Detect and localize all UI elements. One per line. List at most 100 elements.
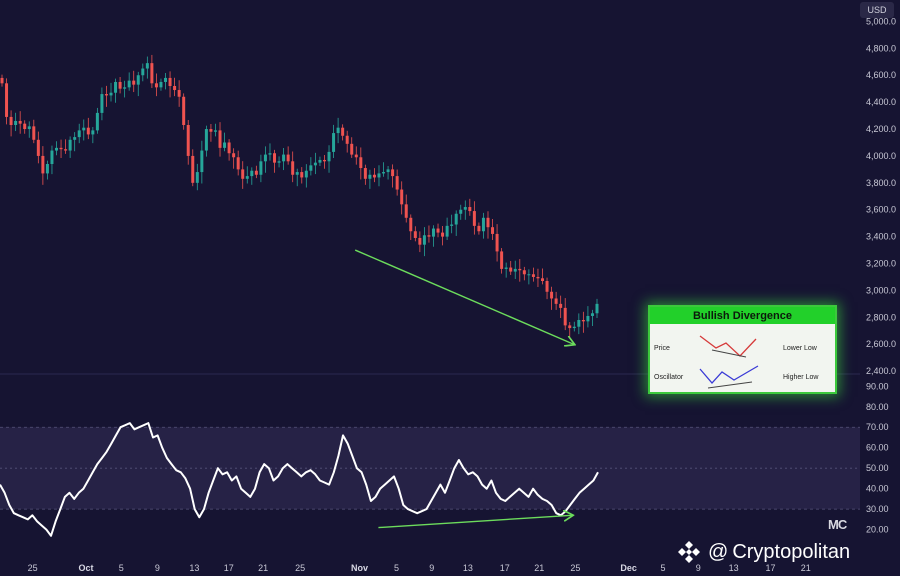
oscillator-divergence-trendline: [378, 515, 572, 529]
watermark-text: Cryptopolitan: [732, 540, 851, 563]
candle-body: [377, 173, 381, 178]
candle-body: [477, 225, 481, 232]
oscillator-band: [0, 426, 860, 510]
candle: [173, 77, 177, 97]
candle: [150, 54, 154, 89]
candle: [241, 161, 245, 189]
x-tick-label: 9: [155, 563, 160, 573]
x-tick-label: 13: [463, 563, 473, 573]
candle-body: [481, 217, 485, 232]
price-divergence-trendline: [354, 249, 573, 344]
candle-body: [104, 94, 108, 96]
candle: [141, 63, 145, 82]
candle: [518, 259, 522, 282]
x-tick-label: 17: [500, 563, 510, 573]
candle-body: [527, 274, 531, 276]
candle-body: [550, 291, 554, 299]
candle-body: [295, 172, 299, 175]
candle: [404, 194, 408, 223]
candle: [0, 74, 4, 87]
candle-body: [313, 162, 317, 166]
candle-body: [309, 165, 313, 171]
candle-body: [491, 227, 495, 234]
candle-body: [232, 153, 236, 158]
candle-body: [454, 213, 458, 225]
candle-body: [513, 268, 517, 272]
candle-body: [186, 125, 190, 156]
candle-body: [145, 63, 149, 69]
candle-body: [236, 157, 240, 170]
candle-body: [23, 123, 27, 130]
candle-body: [395, 176, 399, 190]
candle-body: [463, 207, 467, 210]
price-tick-label: 3,800.0: [866, 178, 896, 188]
candle: [82, 119, 86, 141]
candle: [554, 291, 558, 310]
x-tick-label: 17: [766, 563, 776, 573]
candle-body: [14, 120, 18, 125]
legend-oscillator-label: Oscillator: [654, 374, 684, 381]
candle: [50, 145, 54, 175]
candle: [127, 72, 131, 91]
candle-body: [382, 172, 386, 174]
candle-body: [50, 150, 54, 164]
candle: [154, 73, 158, 97]
x-tick-label: Dec: [620, 563, 637, 573]
x-tick-label: 21: [534, 563, 544, 573]
candle-body: [41, 155, 45, 174]
candle: [595, 298, 599, 318]
candle-body: [427, 235, 431, 237]
candle: [9, 110, 13, 137]
candle: [223, 132, 227, 152]
candle: [73, 132, 77, 152]
candle-body: [195, 172, 199, 183]
candle-body: [568, 325, 572, 329]
candle-body: [127, 80, 131, 88]
candle-body: [91, 130, 95, 135]
candle: [327, 145, 331, 173]
candle: [277, 156, 281, 168]
candle-body: [590, 313, 594, 316]
candle: [513, 260, 517, 279]
candle: [586, 306, 590, 328]
price-lower-low-icon: [699, 335, 757, 358]
candle-body: [18, 120, 22, 124]
candle-body: [213, 130, 217, 132]
candle-body: [322, 159, 326, 162]
candle: [522, 266, 526, 281]
candle-body: [431, 228, 435, 237]
candle-body: [291, 161, 295, 175]
candle-body: [200, 150, 204, 173]
candle-body: [336, 127, 340, 134]
candle-body: [540, 278, 544, 281]
candle: [568, 322, 572, 337]
candle: [68, 136, 72, 158]
legend-price-label: Price: [654, 345, 670, 352]
candle-body: [354, 154, 358, 158]
candle: [363, 164, 367, 185]
candle: [413, 226, 417, 242]
candle: [109, 82, 113, 102]
candle-body: [123, 87, 127, 89]
candle-body: [245, 176, 249, 179]
candle-body: [136, 75, 140, 85]
candle-body: [268, 153, 272, 155]
currency-label[interactable]: USD: [860, 2, 894, 18]
candle-body: [150, 63, 154, 84]
x-tick-label: 25: [28, 563, 38, 573]
candle: [463, 200, 467, 220]
candle-body: [164, 77, 168, 82]
candle: [395, 169, 399, 196]
candle-body: [581, 320, 585, 322]
candle: [540, 268, 544, 285]
price-candles: [0, 54, 599, 337]
candle-body: [5, 83, 9, 117]
candle-body: [141, 68, 145, 76]
candle: [400, 181, 404, 215]
candle-body: [241, 169, 245, 179]
candle-body: [332, 133, 336, 152]
candle-body: [327, 151, 331, 162]
candle: [527, 269, 531, 285]
candle: [14, 112, 18, 132]
candle: [590, 309, 594, 327]
